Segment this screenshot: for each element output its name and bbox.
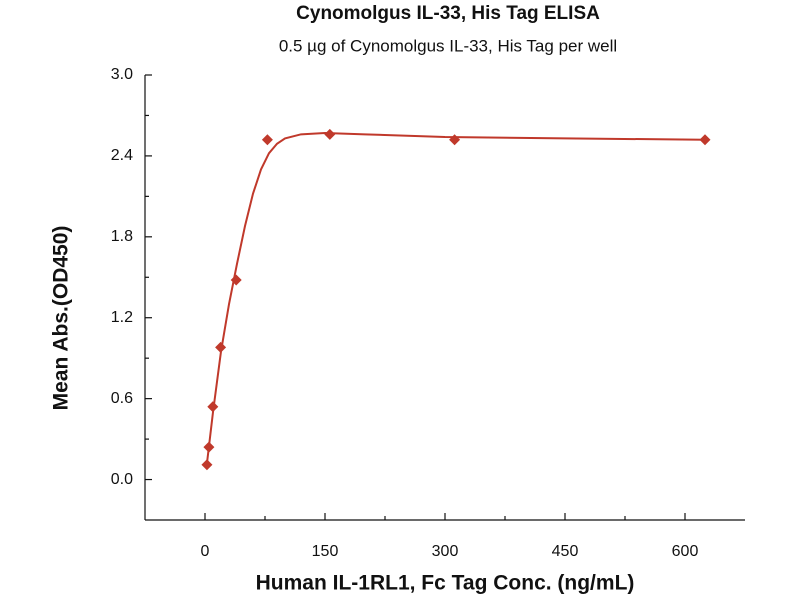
y-tick-label: 0.6 <box>111 390 133 407</box>
y-axis-label: Mean Abs.(OD450) <box>50 226 73 411</box>
chart-title: Cynomolgus IL-33, His Tag ELISA <box>296 3 600 24</box>
data-point <box>215 341 227 353</box>
data-point <box>230 274 242 286</box>
data-point <box>201 459 213 471</box>
y-tick-label: 1.2 <box>111 309 133 326</box>
chart-subtitle: 0.5 µg of Cynomolgus IL-33, His Tag per … <box>279 36 617 55</box>
data-point <box>449 134 461 146</box>
y-tick-label: 3.0 <box>111 66 133 83</box>
y-tick-label: 0.0 <box>111 471 133 488</box>
x-tick-label: 600 <box>672 543 699 560</box>
fit-curve <box>205 131 706 464</box>
data-point <box>699 134 711 146</box>
x-axis-label: Human IL-1RL1, Fc Tag Conc. (ng/mL) <box>256 572 635 595</box>
data-point <box>203 441 215 453</box>
y-tick-label: 2.4 <box>111 147 133 164</box>
y-tick-label: 1.8 <box>111 228 133 245</box>
data-point <box>207 401 219 413</box>
x-tick-label: 150 <box>312 543 339 560</box>
x-tick-label: 450 <box>552 543 579 560</box>
x-tick-label: 0 <box>201 543 210 560</box>
data-point <box>324 128 336 140</box>
x-tick-label: 300 <box>432 543 459 560</box>
data-point <box>261 134 273 146</box>
